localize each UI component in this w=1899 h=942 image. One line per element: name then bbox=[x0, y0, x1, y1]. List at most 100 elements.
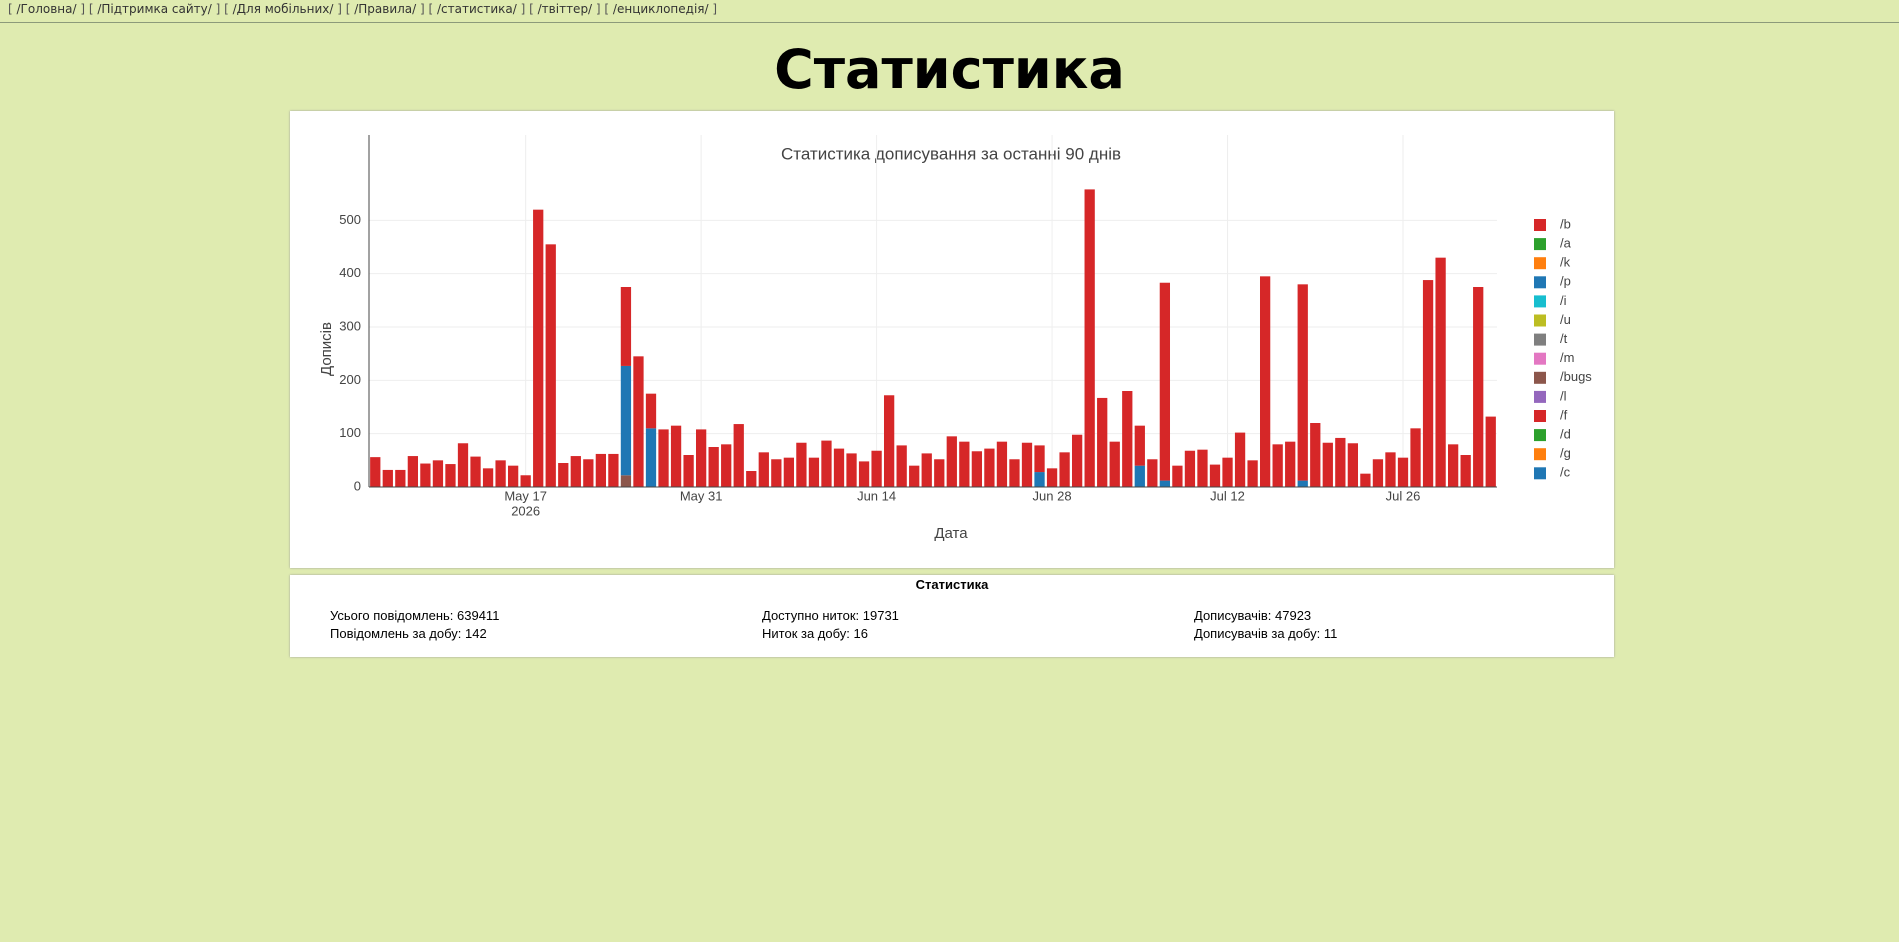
stat-value: 47923 bbox=[1275, 608, 1312, 623]
bar-segment bbox=[708, 447, 719, 487]
legend-swatch bbox=[1534, 467, 1546, 480]
bar-segment bbox=[758, 452, 769, 487]
nav-link[interactable]: /твіттер/ bbox=[537, 2, 593, 16]
legend-swatch bbox=[1534, 410, 1546, 422]
legend-swatch bbox=[1534, 333, 1546, 346]
bar-segment bbox=[1335, 437, 1346, 487]
bar-segment bbox=[633, 356, 644, 487]
bar-segment bbox=[1172, 465, 1183, 487]
stat-value: 16 bbox=[853, 626, 868, 641]
chart-title: Статистика дописування за останні 90 дні… bbox=[781, 144, 1121, 163]
bar-segment bbox=[420, 463, 431, 487]
bar-segment bbox=[771, 459, 782, 487]
legend-swatch bbox=[1534, 238, 1546, 251]
bar-segment bbox=[1034, 445, 1045, 473]
bar-segment bbox=[1021, 442, 1033, 487]
stat-item: Дописувачів за добу: 11 bbox=[1194, 626, 1337, 641]
stats-panel: Статистика Усього повідомлень: 639411 Дос… bbox=[290, 575, 1614, 657]
bar-segment bbox=[370, 457, 381, 487]
bar-segment bbox=[645, 393, 657, 429]
bar-segment bbox=[1322, 442, 1333, 487]
stat-item: Усього повідомлень: 639411 bbox=[330, 608, 499, 623]
bar-segment bbox=[746, 471, 757, 487]
bar-segment bbox=[1084, 189, 1095, 487]
bar-segment bbox=[1310, 423, 1321, 487]
y-axis-label: Дописів bbox=[318, 322, 335, 376]
x-tick-label: Jun 14 bbox=[857, 488, 896, 503]
stat-label: Ниток за добу: bbox=[762, 626, 850, 641]
bar-segment bbox=[1197, 449, 1208, 487]
bar-segment bbox=[620, 287, 632, 366]
bar-segment bbox=[1147, 459, 1158, 487]
bar-segment bbox=[1435, 257, 1446, 487]
x-axis-label: Дата bbox=[934, 525, 968, 542]
bar-segment bbox=[1397, 457, 1409, 487]
nav-link[interactable]: /Для мобільних/ bbox=[232, 2, 334, 16]
bar-segment bbox=[1034, 472, 1045, 487]
stat-item: Доступно ниток: 19731 bbox=[762, 608, 899, 623]
bar-segment bbox=[858, 461, 870, 487]
bar-segment bbox=[1071, 434, 1083, 487]
stat-value: 142 bbox=[465, 626, 487, 641]
legend-swatch bbox=[1534, 295, 1546, 308]
bar-segment bbox=[1046, 468, 1058, 487]
bar-segment bbox=[482, 468, 494, 487]
bar-segment bbox=[620, 365, 632, 476]
bar-segment bbox=[721, 444, 732, 487]
bar-segment bbox=[533, 209, 544, 487]
bar-segment bbox=[1473, 287, 1484, 487]
legend-swatch bbox=[1534, 371, 1546, 384]
bar-segment bbox=[1009, 459, 1020, 487]
bar-segment bbox=[658, 429, 669, 487]
bar-segment bbox=[1209, 464, 1221, 487]
bar-segment bbox=[1159, 282, 1171, 481]
stat-item: Дописувачів: 47923 bbox=[1194, 608, 1311, 623]
bar-segment bbox=[871, 450, 882, 487]
bar-segment bbox=[395, 469, 406, 487]
legend-label: /t bbox=[1560, 331, 1568, 346]
bar-segment bbox=[558, 463, 569, 487]
bar-segment bbox=[1447, 444, 1459, 487]
y-tick-label: 400 bbox=[339, 265, 361, 280]
stat-label: Дописувачів: bbox=[1194, 608, 1272, 623]
bar-segment bbox=[896, 445, 907, 487]
bar-segment bbox=[620, 475, 632, 487]
bar-segment bbox=[683, 455, 694, 487]
x-tick-label: Jul 12 bbox=[1210, 488, 1245, 503]
legend-label: /m bbox=[1560, 350, 1574, 365]
bar-segment bbox=[1247, 460, 1258, 487]
bar-segment bbox=[959, 441, 970, 487]
bar-segment bbox=[783, 457, 795, 487]
bar-segment bbox=[470, 456, 481, 487]
nav-link[interactable]: /енциклопедія/ bbox=[612, 2, 709, 16]
bar-segment bbox=[407, 456, 419, 487]
x-tick-label: Jul 26 bbox=[1386, 488, 1421, 503]
bar-segment bbox=[833, 448, 845, 487]
legend-label: /l bbox=[1560, 388, 1567, 403]
bar-segment bbox=[796, 442, 807, 487]
bar-segment bbox=[1285, 441, 1296, 487]
bar-segment bbox=[1372, 459, 1384, 487]
nav-link[interactable]: /Підтримка сайту/ bbox=[97, 2, 212, 16]
nav-link[interactable]: /статистика/ bbox=[437, 2, 517, 16]
bar-segment bbox=[1109, 441, 1120, 487]
bar-segment bbox=[1360, 473, 1371, 487]
y-tick-label: 500 bbox=[339, 212, 361, 227]
legend-swatch bbox=[1534, 314, 1546, 327]
bar-segment bbox=[507, 465, 519, 487]
bar-segment bbox=[457, 443, 469, 487]
bar-segment bbox=[445, 464, 456, 487]
bar-segment bbox=[495, 460, 506, 487]
legend-label: /bugs bbox=[1560, 369, 1592, 384]
stat-value: 19731 bbox=[862, 608, 899, 623]
bar-segment bbox=[1134, 425, 1145, 466]
nav-link[interactable]: /Правила/ bbox=[354, 2, 417, 16]
bar-segment bbox=[1410, 428, 1421, 487]
bar-segment bbox=[570, 456, 581, 487]
legend-label: /f bbox=[1560, 407, 1568, 422]
bar-segment bbox=[645, 428, 657, 487]
x-tick-label: Jun 28 bbox=[1033, 488, 1072, 503]
nav-link[interactable]: /Головна/ bbox=[16, 2, 77, 16]
legend-swatch bbox=[1534, 390, 1546, 403]
